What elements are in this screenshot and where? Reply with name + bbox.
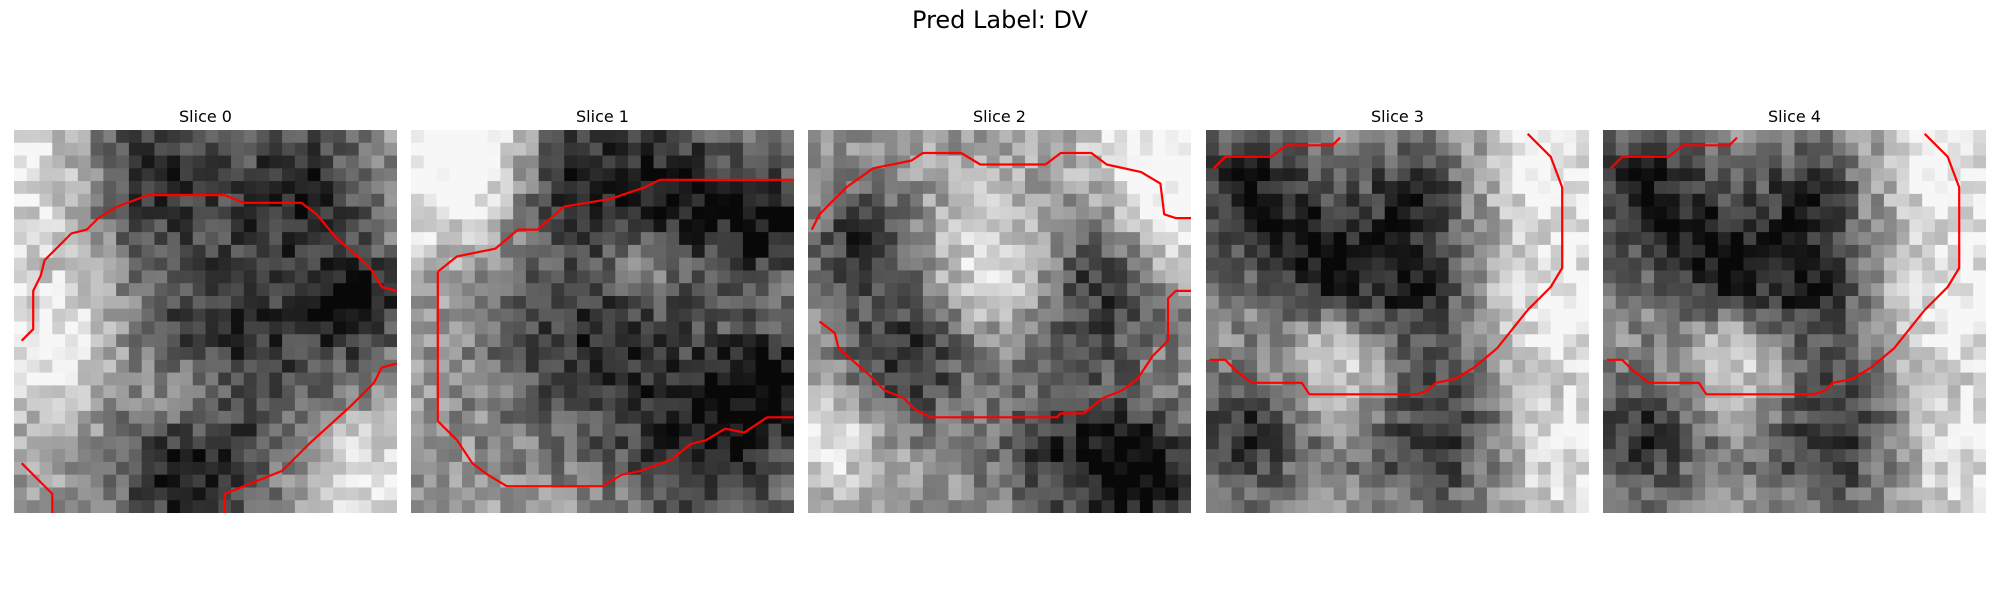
pixel-grid [808, 130, 1191, 513]
slice-panel-0: Slice 0 [14, 104, 397, 513]
slice-title-1: Slice 1 [576, 107, 629, 126]
slice-panel-3: Slice 3 [1206, 104, 1589, 513]
contour-line-2 [20, 462, 54, 513]
contour-line-1 [818, 289, 1191, 419]
slice-panel-4: Slice 4 [1603, 104, 1986, 513]
slice-panel-1: Slice 1 [411, 104, 794, 513]
pixel-grid [411, 130, 794, 513]
contour-line-0 [810, 151, 1191, 231]
contour-line-0 [437, 178, 794, 273]
contour-line-1 [436, 271, 794, 488]
slice-image-1 [411, 130, 794, 513]
contour-line-0 [1212, 136, 1341, 170]
contour-line-1 [1606, 133, 1961, 396]
slice-title-3: Slice 3 [1371, 107, 1424, 126]
pixel-grid [1603, 130, 1986, 513]
pixel-grid [1206, 130, 1589, 513]
contour-line-0 [1609, 136, 1738, 170]
contour-line-1 [223, 362, 397, 513]
slice-title-4: Slice 4 [1768, 107, 1821, 126]
pixel-grid [14, 130, 397, 513]
slice-panel-2: Slice 2 [808, 104, 1191, 513]
slice-image-0 [14, 130, 397, 513]
slice-title-2: Slice 2 [973, 107, 1026, 126]
slice-image-3 [1206, 130, 1589, 513]
slice-image-2 [808, 130, 1191, 513]
figure-title: Pred Label: DV [912, 6, 1088, 34]
slice-image-4 [1603, 130, 1986, 513]
slice-title-0: Slice 0 [179, 107, 232, 126]
contour-line-1 [1209, 133, 1564, 396]
contour-line-0 [20, 193, 397, 342]
